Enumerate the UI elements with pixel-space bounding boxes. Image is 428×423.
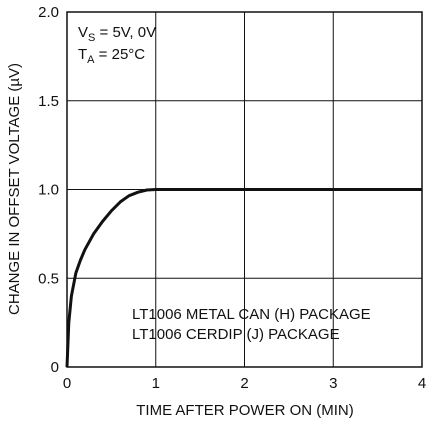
y-tick-label: 1.5 <box>38 93 59 110</box>
y-tick-label: 1.0 <box>38 182 59 199</box>
y-tick-label: 0 <box>51 359 59 376</box>
tick-labels: 0 1 2 3 4 0 0.5 1.0 1.5 2.0 <box>38 4 426 392</box>
x-tick-label: 3 <box>329 375 337 392</box>
y-tick-label: 0.5 <box>38 270 59 287</box>
condition-ambient-temperature: TA = 25°C <box>78 46 145 66</box>
x-tick-label: 2 <box>240 375 248 392</box>
annotation-cerdip: LT1006 CERDIP (J) PACKAGE <box>132 326 340 343</box>
y-axis-label: CHANGE IN OFFSET VOLTAGE (µV) <box>6 63 23 315</box>
x-tick-label: 1 <box>152 375 160 392</box>
x-tick-label: 0 <box>63 375 71 392</box>
y-tick-label: 2.0 <box>38 4 59 21</box>
condition-supply-voltage: VS = 5V, 0V <box>78 24 156 44</box>
annotation-metal-can: LT1006 METAL CAN (H) PACKAGE <box>132 306 371 323</box>
x-tick-label: 4 <box>418 375 426 392</box>
series-line <box>65 188 422 368</box>
x-axis-label: TIME AFTER POWER ON (MIN) <box>136 402 354 419</box>
